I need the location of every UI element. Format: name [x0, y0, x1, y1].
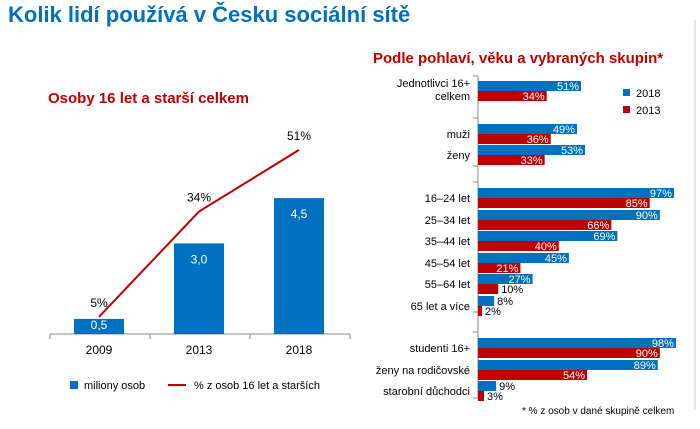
- bar-value-label: 49%: [553, 124, 575, 136]
- bar-2018: [478, 231, 618, 241]
- x-tick-label: 2013: [186, 343, 213, 357]
- bar-value-label: 66%: [587, 220, 609, 232]
- line-label: 34%: [187, 191, 211, 205]
- line-label: 51%: [287, 129, 311, 143]
- bar-2018: [478, 253, 569, 263]
- category-label: studenti 16+: [410, 343, 470, 355]
- bar-value-label: 36%: [527, 134, 549, 146]
- bar-value-label: 34%: [523, 91, 545, 103]
- bar-value-label: 10%: [501, 284, 523, 296]
- category-label: ženy na rodičovské: [376, 365, 470, 377]
- right-chart-title: Podle pohlaví, věku a vybraných skupin*: [373, 50, 664, 67]
- category-label: 65 let a více: [411, 301, 470, 313]
- bar-2018: [478, 338, 676, 348]
- bar-2013: [478, 91, 547, 101]
- category-label: 35–44 let: [425, 236, 470, 248]
- bar-2013: [478, 198, 650, 208]
- legend-swatch-bars: [70, 381, 78, 389]
- legend-swatch-2013: [623, 106, 630, 113]
- bar-2018: [478, 145, 586, 155]
- bar-value-label: 2%: [485, 306, 501, 318]
- bar-label: 0,5: [91, 318, 108, 332]
- category-label: Jednotlivci 16+: [397, 78, 470, 90]
- left-chart-title: Osoby 16 let a starší celkem: [48, 90, 249, 107]
- legend-label-bars: miliony osob: [84, 380, 145, 392]
- bar-value-label: 53%: [561, 145, 583, 157]
- category-label: starobní důchodci: [383, 386, 470, 398]
- bar-label: 4,5: [291, 207, 308, 221]
- line-label: 5%: [90, 296, 108, 310]
- bar-value-label: 97%: [650, 188, 672, 200]
- bar-2018: [478, 81, 582, 91]
- bar-value-label: 33%: [521, 155, 543, 167]
- bar-2018: [478, 124, 577, 134]
- bar-value-label: 98%: [652, 338, 674, 350]
- bar-value-label: 40%: [535, 241, 557, 253]
- category-label: 25–34 let: [425, 215, 470, 227]
- bar-value-label: 90%: [636, 210, 658, 222]
- bar-2013: [478, 348, 660, 358]
- bar-2018: [478, 381, 497, 391]
- bar-2013: [478, 284, 499, 294]
- category-label: celkem: [435, 91, 470, 103]
- bar-value-label: 51%: [557, 81, 579, 93]
- bar-value-label: 3%: [487, 391, 503, 403]
- bar-value-label: 54%: [563, 370, 585, 382]
- category-label: 16–24 let: [425, 193, 470, 205]
- bar-2018: [478, 360, 658, 370]
- bar-2013: [478, 263, 521, 273]
- bar-value-label: 21%: [496, 263, 518, 275]
- bar-2018: [478, 188, 674, 198]
- bar-2018: [478, 274, 533, 284]
- bar-value-label: 85%: [626, 198, 648, 210]
- bar-2013: [478, 155, 545, 165]
- bar-2018: [274, 198, 324, 334]
- bar-2013: [478, 370, 588, 380]
- x-tick-label: 2018: [286, 343, 313, 357]
- footnote: * % z osob v dané skupině celkem: [522, 406, 675, 417]
- legend-label: 2018: [636, 88, 660, 100]
- bar-label: 3,0: [191, 252, 208, 266]
- bar-2013: [478, 391, 485, 401]
- bar-2013: [478, 241, 559, 251]
- bar-value-label: 69%: [593, 231, 615, 243]
- bar-2009: [74, 318, 124, 334]
- legend-swatch-2018: [623, 89, 630, 96]
- bar-value-label: 27%: [509, 274, 531, 286]
- bar-2018: [478, 210, 660, 220]
- bar-2013: [478, 134, 551, 144]
- legend-label-line: % z osob 16 let a starších: [194, 380, 320, 392]
- legend-label: 2013: [636, 105, 660, 117]
- bar-value-label: 89%: [634, 360, 656, 372]
- bar-2013: [478, 306, 483, 316]
- bar-value-label: 45%: [545, 253, 567, 265]
- bar-2018: [478, 296, 495, 306]
- category-label: 45–54 let: [425, 258, 470, 270]
- bar-2013: [174, 243, 224, 334]
- category-label: ženy: [447, 150, 471, 162]
- category-label: 55–64 let: [425, 279, 470, 291]
- line-series: [98, 149, 300, 318]
- bar-value-label: 9%: [499, 381, 515, 393]
- x-tick-label: 2009: [86, 343, 113, 357]
- bar-value-label: 8%: [497, 296, 513, 308]
- bar-2013: [478, 220, 612, 230]
- bar-value-label: 90%: [636, 348, 658, 360]
- category-label: muži: [447, 129, 470, 141]
- page-title: Kolik lidí používá v Česku sociální sítě: [8, 2, 411, 27]
